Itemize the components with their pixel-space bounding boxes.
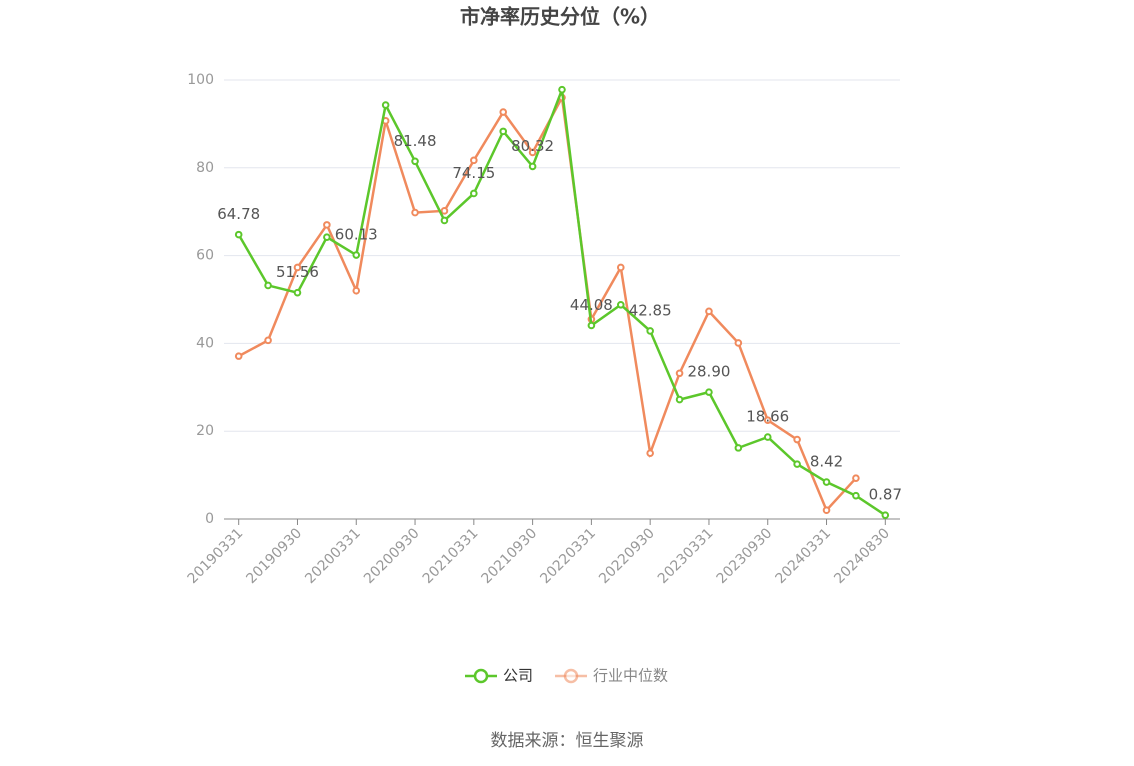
legend-label: 公司 [503,667,533,685]
x-tick-label: 20220331 [537,525,599,587]
point [852,491,860,500]
point [264,281,272,290]
point [675,369,684,378]
x-tick-label: 20190331 [185,525,247,587]
point [470,189,478,198]
chart-title: 市净率历史分位（%） [460,5,660,29]
legend-label: 行业中位数 [593,667,668,685]
x-tick-label: 20220930 [596,525,658,587]
point [793,460,801,468]
point [881,511,890,519]
data-label: 60.13 [335,226,378,244]
data-label: 8.42 [810,453,843,471]
data-label: 18.66 [746,408,789,426]
point [470,156,478,165]
point [793,435,801,444]
point [852,474,860,482]
y-tick-label: 100 [187,72,214,88]
series-line [237,89,886,517]
point [705,307,713,316]
point [411,157,419,166]
point [411,208,419,217]
data-label: 74.15 [452,164,495,182]
y-tick-label: 80 [196,160,214,176]
x-tick-label: 20230331 [655,525,717,587]
x-tick-label: 20200930 [361,525,423,587]
data-label: 0.87 [869,486,902,504]
x-tick-label: 20200331 [302,525,364,587]
point [352,251,361,259]
y-tick-label: 60 [196,248,214,264]
x-tick-label: 20210331 [420,525,482,587]
point [763,416,772,425]
point [264,336,272,345]
data-label: 80.32 [511,137,554,155]
y-tick-label: 0 [205,511,214,527]
point [705,388,713,396]
point [587,321,596,330]
point [822,506,831,515]
point [323,221,331,229]
data-label: 51.56 [276,263,319,281]
x-tick-label: 20210930 [479,525,541,587]
point [499,108,508,116]
point [293,263,302,272]
y-tick-label: 40 [196,335,214,351]
data-label: 42.85 [629,301,672,319]
data-label: 81.48 [394,132,437,150]
point [675,395,684,404]
point [734,444,743,452]
point [616,300,625,309]
x-tick-label: 20240830 [831,525,893,587]
point [763,433,772,441]
point [558,85,566,94]
point [616,263,625,272]
data-label: 64.78 [217,205,260,223]
point [352,286,361,295]
source: 数据来源：恒生聚源 [491,731,644,751]
legend-marker [473,668,489,684]
data-label: 28.90 [687,363,730,381]
point [734,339,743,347]
y-tick-label: 20 [196,423,214,439]
data-label: 44.08 [570,296,613,314]
x-tick-label: 20240331 [772,525,834,587]
point [646,449,654,457]
point [646,327,654,335]
point [822,478,831,486]
point [234,352,243,360]
point [440,207,449,215]
x-tick-label: 20230930 [714,525,776,587]
point [528,162,537,171]
point [323,233,331,241]
point [528,148,537,157]
point [293,288,302,297]
point [440,216,449,225]
series-line [238,93,857,513]
point [381,101,390,109]
point [234,230,243,239]
x-tick-label: 20190930 [243,525,305,587]
point [499,127,508,136]
legend-marker [563,668,579,684]
